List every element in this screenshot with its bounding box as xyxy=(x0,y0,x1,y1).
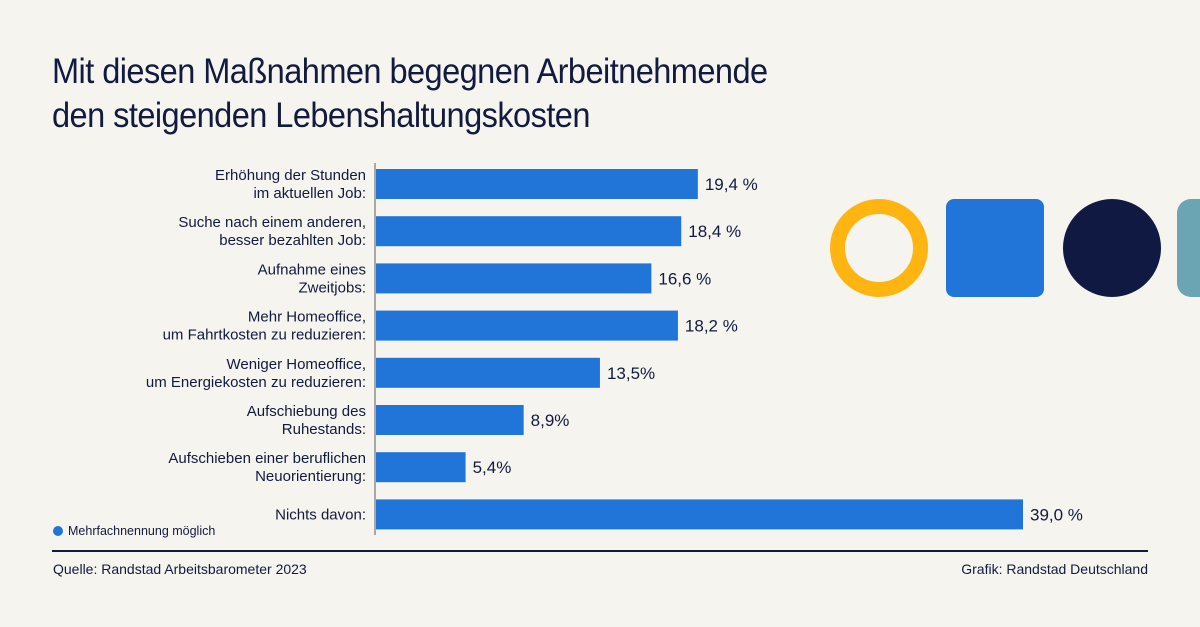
bar-4 xyxy=(376,357,600,388)
category-label-2-line-1: Zweitjobs: xyxy=(298,279,366,296)
bar-6 xyxy=(376,452,466,483)
yellow-ring-decoration xyxy=(830,199,928,297)
value-label-3: 18,2 % xyxy=(685,317,738,336)
blue-square-decoration xyxy=(946,199,1044,297)
category-label-3-line-1: um Fahrtkosten zu reduzieren: xyxy=(163,327,366,344)
value-label-6: 5,4% xyxy=(473,458,512,477)
value-label-5: 8,9% xyxy=(531,411,570,430)
category-label-4-line-0: Weniger Homeoffice, xyxy=(226,356,366,373)
category-label-1-line-0: Suche nach einem anderen, xyxy=(178,214,366,231)
value-label-0: 19,4 % xyxy=(705,175,758,194)
chart-title: Mit diesen Maßnahmen begegnen Arbeitnehm… xyxy=(52,50,768,138)
teal-pill-decoration xyxy=(1177,199,1200,297)
category-label-1-line-1: besser bezahlten Job: xyxy=(219,232,366,249)
value-label-1: 18,4 % xyxy=(688,222,741,241)
category-label-6-line-0: Aufschieben einer beruflichen xyxy=(168,450,366,467)
category-label-7-line-0: Nichts davon: xyxy=(275,506,366,523)
value-label-7: 39,0 % xyxy=(1030,505,1083,524)
bar-1 xyxy=(376,216,682,247)
bar-2 xyxy=(376,263,652,294)
category-label-5-line-0: Aufschiebung des xyxy=(247,403,366,420)
navy-circle-decoration xyxy=(1063,199,1161,297)
bar-3 xyxy=(376,310,678,341)
bar-0 xyxy=(376,169,698,199)
source-text: Quelle: Randstad Arbeitsbarometer 2023 xyxy=(53,561,307,577)
bar-7 xyxy=(376,499,1023,530)
title-line-1: Mit diesen Maßnahmen begegnen Arbeitnehm… xyxy=(52,52,768,91)
value-label-4: 13,5% xyxy=(607,364,655,383)
category-label-4-line-1: um Energiekosten zu reduzieren: xyxy=(146,374,366,391)
category-label-6-line-1: Neuorientierung: xyxy=(255,468,366,485)
footnote-text: Mehrfachnennung möglich xyxy=(68,524,216,538)
category-label-0-line-1: im aktuellen Job: xyxy=(253,185,366,202)
footer-divider xyxy=(52,550,1148,552)
title-line-2: den steigenden Lebenshaltungskosten xyxy=(52,96,590,135)
category-label-5-line-1: Ruhestands: xyxy=(282,421,366,438)
footnote: Mehrfachnennung möglich xyxy=(53,524,215,538)
category-label-0-line-0: Erhöhung der Stunden xyxy=(215,167,366,184)
category-label-3-line-0: Mehr Homeoffice, xyxy=(248,309,366,326)
category-label-2-line-0: Aufnahme eines xyxy=(258,261,366,278)
bar-5 xyxy=(376,405,524,435)
bullet-dot-icon xyxy=(53,526,63,536)
credit-text: Grafik: Randstad Deutschland xyxy=(961,561,1148,577)
value-label-2: 16,6 % xyxy=(658,269,711,288)
